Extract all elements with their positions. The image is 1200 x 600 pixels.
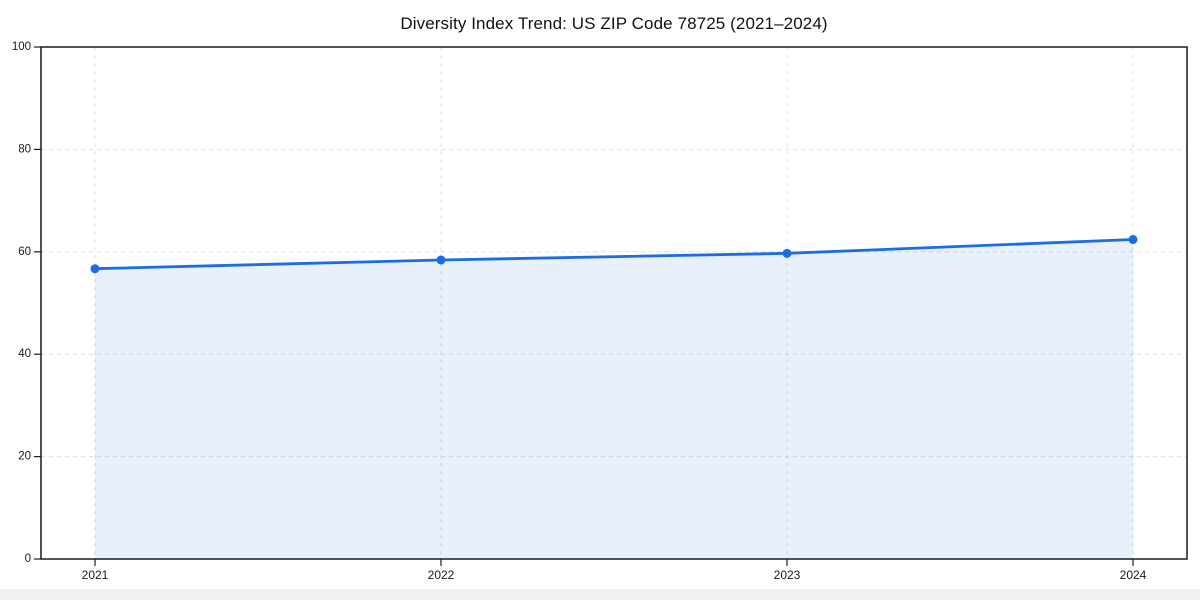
trend-line — [93, 238, 1135, 271]
plot-border — [40, 46, 1188, 560]
data-point-2024 — [1128, 235, 1138, 245]
data-point-2022 — [436, 255, 446, 265]
y-tick-label: 0 — [25, 553, 31, 565]
x-gridlines — [94, 47, 1134, 559]
bottom-strip — [0, 589, 1200, 600]
x-tick-label: 2022 — [428, 568, 455, 582]
y-tick-label: 100 — [12, 41, 31, 53]
y-axis-ticks: 0 20 40 60 80 100 — [12, 41, 41, 565]
y-tick-label: 80 — [18, 143, 31, 155]
y-tick-label: 40 — [18, 348, 31, 360]
data-points — [90, 235, 1138, 274]
y-tick-label: 60 — [18, 246, 31, 258]
data-point-2021 — [90, 264, 100, 274]
x-tick-label: 2023 — [774, 568, 801, 582]
x-tick-label: 2024 — [1120, 568, 1147, 582]
x-axis-ticks: 2021 2022 2023 2024 — [82, 559, 1147, 582]
chart-title: Diversity Index Trend: US ZIP Code 78725… — [400, 14, 828, 33]
x-tick-label: 2021 — [82, 568, 109, 582]
area-fill — [95, 239, 1133, 559]
data-point-2023 — [782, 248, 792, 258]
y-gridlines — [41, 148, 1187, 458]
y-tick-label: 20 — [18, 451, 31, 463]
